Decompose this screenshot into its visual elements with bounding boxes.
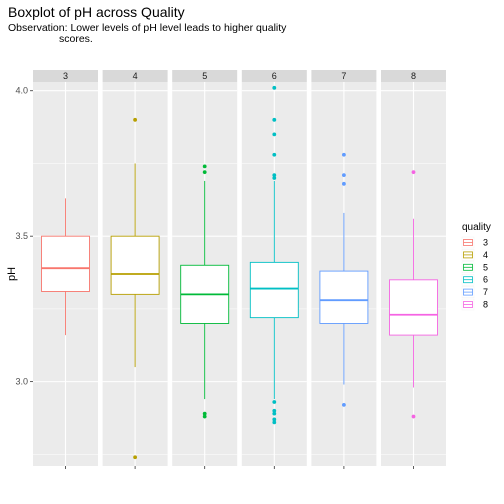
outlier-point [272, 85, 277, 90]
legend-title: quality [462, 222, 491, 233]
strip-background [311, 70, 377, 82]
outlier-point [272, 152, 277, 157]
outlier-point [272, 132, 277, 137]
outlier-point [202, 414, 207, 419]
box [249, 261, 299, 319]
outlier-point [202, 164, 207, 169]
legend-label: 8 [483, 300, 488, 310]
legend-label: 7 [483, 287, 488, 297]
y-tick-label: 4.0 [15, 86, 28, 96]
box [110, 235, 160, 295]
outlier-point [272, 417, 277, 422]
strip-label: 3 [63, 71, 68, 81]
strip-background [172, 70, 238, 82]
box [319, 270, 369, 324]
chart-subtitle-line-1: Observation: Lower levels of pH level le… [8, 22, 287, 34]
strip-background [241, 70, 307, 82]
strip-label: 7 [341, 71, 346, 81]
strip-label: 8 [411, 71, 416, 81]
outlier-point [342, 173, 346, 177]
outlier-point [342, 403, 346, 407]
legend-label: 4 [483, 250, 488, 260]
strip-label: 5 [202, 71, 207, 81]
strip-background [102, 70, 168, 82]
legend-item-6: 6 [461, 273, 488, 286]
chart-subtitle: Observation: Lower levels of pH level le… [8, 23, 348, 45]
box [389, 279, 438, 336]
legend-item-4: 4 [461, 249, 488, 261]
legend-label: 5 [483, 262, 488, 272]
strip-background [381, 70, 446, 82]
facet-panel-5: 5 [172, 70, 238, 469]
chart-title: Boxplot of pH across Quality [8, 4, 185, 20]
strip-label: 6 [272, 71, 277, 81]
y-tick-label: 3.0 [15, 377, 28, 387]
facet-panel-3: 3 [33, 70, 98, 469]
facet-panel-4: 4 [102, 70, 168, 469]
outlier-point [272, 176, 277, 180]
strip-label: 4 [133, 71, 138, 81]
outlier-point [272, 411, 277, 416]
outlier-point [411, 170, 416, 175]
box [41, 235, 90, 292]
strip-background [33, 70, 98, 82]
facet-panel-6: 6 [241, 70, 307, 469]
facet-panels: 3 4 5 6 7 8 [33, 70, 446, 469]
y-axis: 3.0 3.5 4.0 pH [6, 86, 33, 387]
outlier-point [272, 408, 277, 413]
outlier-point [272, 117, 277, 122]
legend-item-5: 5 [461, 261, 488, 274]
outlier-point [272, 173, 277, 177]
y-tick-label: 3.5 [15, 231, 28, 241]
legend-label: 6 [483, 275, 488, 285]
legend: quality 3 4 5 6 7 8 [461, 222, 491, 311]
outlier-point [133, 455, 138, 460]
outlier-point [133, 117, 138, 122]
legend-label: 3 [483, 238, 488, 248]
outlier-point [202, 170, 207, 175]
legend-item-3: 3 [461, 236, 488, 249]
outlier-point [342, 152, 346, 157]
facet-panel-7: 7 [311, 70, 377, 469]
outlier-point [272, 400, 277, 404]
y-axis-title: pH [6, 267, 18, 281]
legend-item-7: 7 [461, 286, 488, 298]
legend-item-8: 8 [461, 298, 488, 311]
outlier-point [411, 414, 416, 419]
outlier-point [342, 181, 346, 186]
outlier-point [272, 420, 277, 425]
outlier-point [202, 411, 207, 416]
chart-subtitle-line-2: scores. [59, 33, 93, 45]
facet-panel-8: 8 [381, 70, 446, 469]
